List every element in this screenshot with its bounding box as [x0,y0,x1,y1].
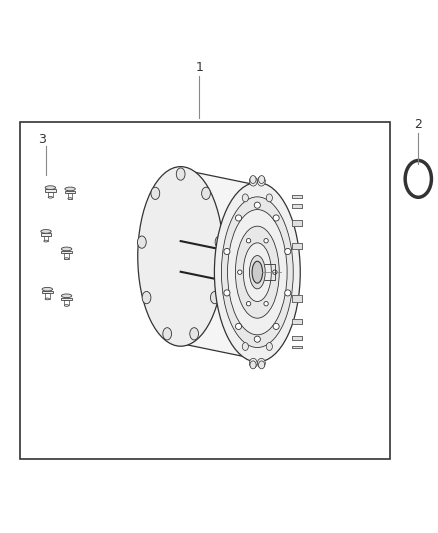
Ellipse shape [258,175,265,183]
Ellipse shape [138,167,223,346]
Ellipse shape [65,187,75,191]
Circle shape [285,248,291,255]
Circle shape [254,202,260,208]
Ellipse shape [236,226,279,318]
Ellipse shape [190,328,198,340]
Ellipse shape [61,294,72,297]
Ellipse shape [252,261,263,283]
Bar [293,295,302,302]
Ellipse shape [48,196,53,198]
Bar [293,196,302,198]
Ellipse shape [242,194,248,202]
Circle shape [285,290,291,296]
Ellipse shape [163,328,172,340]
Bar [293,196,302,198]
Polygon shape [65,191,75,193]
Bar [293,346,302,348]
Polygon shape [180,169,257,359]
Bar [293,295,302,302]
Text: 1: 1 [195,61,203,74]
Ellipse shape [151,187,160,199]
Ellipse shape [266,343,272,350]
Ellipse shape [44,240,48,242]
Ellipse shape [242,343,248,350]
Polygon shape [61,251,72,253]
Ellipse shape [266,194,272,202]
Bar [293,243,302,249]
Ellipse shape [64,258,69,260]
Ellipse shape [210,292,219,304]
Bar [293,220,302,226]
Bar [293,220,302,226]
Circle shape [264,239,268,243]
Bar [293,319,302,324]
Ellipse shape [176,168,185,180]
Circle shape [236,324,242,329]
Bar [20,122,390,459]
Ellipse shape [250,361,256,369]
Ellipse shape [142,292,151,304]
Ellipse shape [250,175,256,183]
Ellipse shape [68,198,72,199]
Bar [293,336,302,340]
Bar [293,336,302,340]
Bar [293,346,302,348]
Circle shape [246,239,251,243]
Circle shape [237,270,242,274]
Ellipse shape [221,197,293,348]
Polygon shape [41,233,51,236]
Ellipse shape [249,176,257,186]
Ellipse shape [64,304,69,306]
Ellipse shape [45,186,56,189]
Circle shape [272,270,277,274]
Text: 2: 2 [414,118,422,131]
Ellipse shape [243,243,271,302]
Polygon shape [42,291,53,293]
Bar [293,243,302,249]
Circle shape [273,324,279,329]
Ellipse shape [250,255,265,289]
Circle shape [246,302,251,306]
Ellipse shape [41,230,51,233]
Circle shape [254,336,260,342]
Ellipse shape [201,187,210,199]
Bar [293,319,302,324]
Bar [293,204,302,208]
Ellipse shape [249,358,257,368]
Ellipse shape [228,209,287,335]
Ellipse shape [61,247,72,251]
Ellipse shape [45,298,49,300]
Ellipse shape [258,176,265,186]
Circle shape [264,302,268,306]
Circle shape [224,248,230,255]
Ellipse shape [258,361,265,369]
Polygon shape [61,297,72,300]
Ellipse shape [258,358,265,368]
Polygon shape [45,189,56,192]
Ellipse shape [42,287,53,291]
Ellipse shape [138,236,146,248]
Bar [293,204,302,208]
Circle shape [224,290,230,296]
Ellipse shape [215,236,224,248]
Circle shape [236,215,242,221]
Circle shape [273,215,279,221]
Ellipse shape [214,182,300,362]
Text: 3: 3 [38,133,46,146]
